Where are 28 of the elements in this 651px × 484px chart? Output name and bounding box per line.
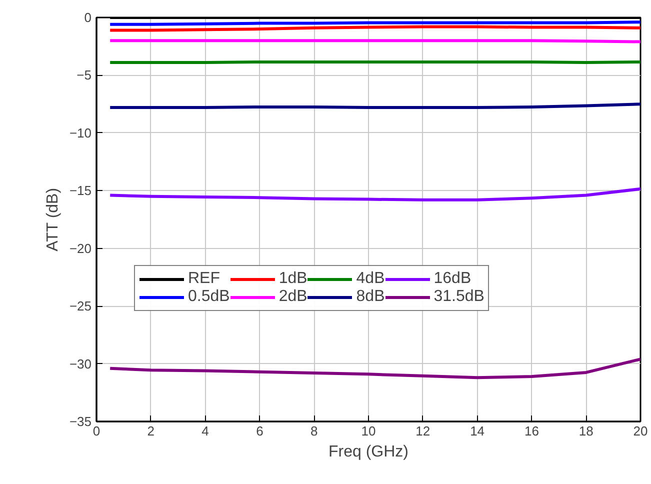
legend-label: REF: [188, 270, 220, 288]
legend-label: 1dB: [278, 270, 308, 288]
legend-label: 4dB: [356, 270, 385, 288]
legend-label: 31.5dB: [434, 288, 484, 306]
x-tick-label: 12: [416, 424, 430, 438]
y-tick-label: −15: [69, 183, 92, 198]
legend-label: 16dB: [434, 270, 472, 288]
y-tick-label: −30: [69, 356, 92, 372]
x-tick-label: 2: [147, 424, 155, 438]
x-tick-label: 6: [256, 424, 264, 438]
x-tick-label: 4: [202, 424, 209, 438]
y-tick-label: −5: [76, 68, 92, 83]
y-axis-title: ATT (dB): [44, 188, 62, 252]
x-tick-label: 14: [470, 424, 485, 438]
x-tick-label: 18: [578, 424, 594, 438]
x-tick-label: 16: [524, 424, 539, 438]
legend-label: 0.5dB: [188, 288, 230, 306]
x-tick-label: 20: [633, 424, 648, 438]
y-tick-label: −25: [69, 298, 92, 314]
x-tick-label: 10: [361, 424, 376, 438]
x-axis-title: Freq (GHz): [328, 444, 408, 460]
y-tick-label: 0: [84, 10, 92, 25]
legend-label: 8dB: [356, 288, 385, 306]
legend-label: 2dB: [278, 288, 308, 306]
y-tick-label: −20: [69, 240, 92, 256]
y-tick-label: −10: [69, 125, 92, 140]
x-tick-label: 8: [310, 424, 318, 438]
y-tick-label: −35: [69, 414, 92, 429]
